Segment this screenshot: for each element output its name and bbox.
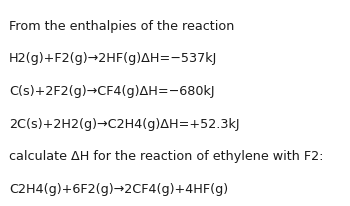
Text: From the enthalpies of the reaction: From the enthalpies of the reaction [9, 20, 234, 33]
Text: C(s)+2F2(g)→CF4(g)ΔH=−680kJ: C(s)+2F2(g)→CF4(g)ΔH=−680kJ [9, 85, 214, 98]
Text: H2(g)+F2(g)→2HF(g)ΔH=−537kJ: H2(g)+F2(g)→2HF(g)ΔH=−537kJ [9, 52, 217, 65]
Text: 2C(s)+2H2(g)→C2H4(g)ΔH=+52.3kJ: 2C(s)+2H2(g)→C2H4(g)ΔH=+52.3kJ [9, 117, 239, 130]
Text: calculate ΔH for the reaction of ethylene with F2:: calculate ΔH for the reaction of ethylen… [9, 150, 323, 163]
Text: C2H4(g)+6F2(g)→2CF4(g)+4HF(g): C2H4(g)+6F2(g)→2CF4(g)+4HF(g) [9, 182, 228, 195]
